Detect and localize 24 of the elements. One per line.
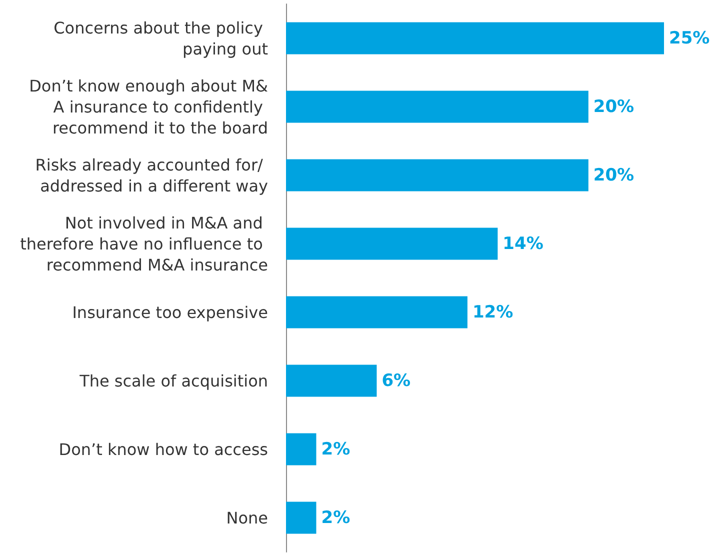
data-label: 2% [321, 439, 350, 460]
bar [286, 22, 664, 54]
y-tick-label: Not involved in M&A and therefore have no influence to recommend M&A insurance [20, 213, 268, 274]
bar [286, 296, 468, 328]
bar [286, 433, 316, 466]
y-tick-label: Risks already accounted for/ addressed in a different way [35, 155, 268, 196]
y-tick-label: Concerns about the policy paying out [54, 18, 268, 58]
y-tick-label: Don’t know how to access [58, 440, 268, 459]
y-tick-label: The scale of acquisition [78, 371, 268, 390]
data-label: 20% [593, 165, 634, 186]
bar [286, 502, 316, 534]
data-label: 14% [502, 234, 544, 254]
data-label: 25% [669, 28, 710, 48]
data-label: 6% [382, 370, 411, 391]
bar [286, 159, 588, 192]
bar [286, 228, 498, 260]
y-tick-label: Insurance too expensive [72, 302, 268, 322]
data-label: 20% [593, 96, 634, 117]
y-tick-label: None [226, 508, 268, 528]
data-label: 12% [472, 302, 514, 322]
bar [286, 364, 377, 397]
y-tick-label: Don’t know enough about M&A insurance to confidently recommend it to the board [29, 76, 268, 138]
data-label: 2% [321, 508, 350, 528]
bar [286, 90, 588, 123]
